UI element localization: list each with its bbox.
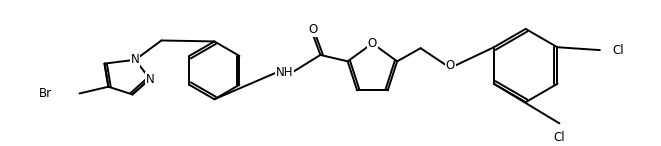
Text: O: O xyxy=(446,59,455,72)
Text: N: N xyxy=(145,73,154,86)
Text: O: O xyxy=(308,23,317,36)
Text: NH: NH xyxy=(276,66,293,79)
Text: Cl: Cl xyxy=(612,44,624,57)
Text: O: O xyxy=(368,37,377,50)
Text: Cl: Cl xyxy=(553,131,565,144)
Text: Br: Br xyxy=(39,87,52,100)
Text: N: N xyxy=(131,53,139,66)
